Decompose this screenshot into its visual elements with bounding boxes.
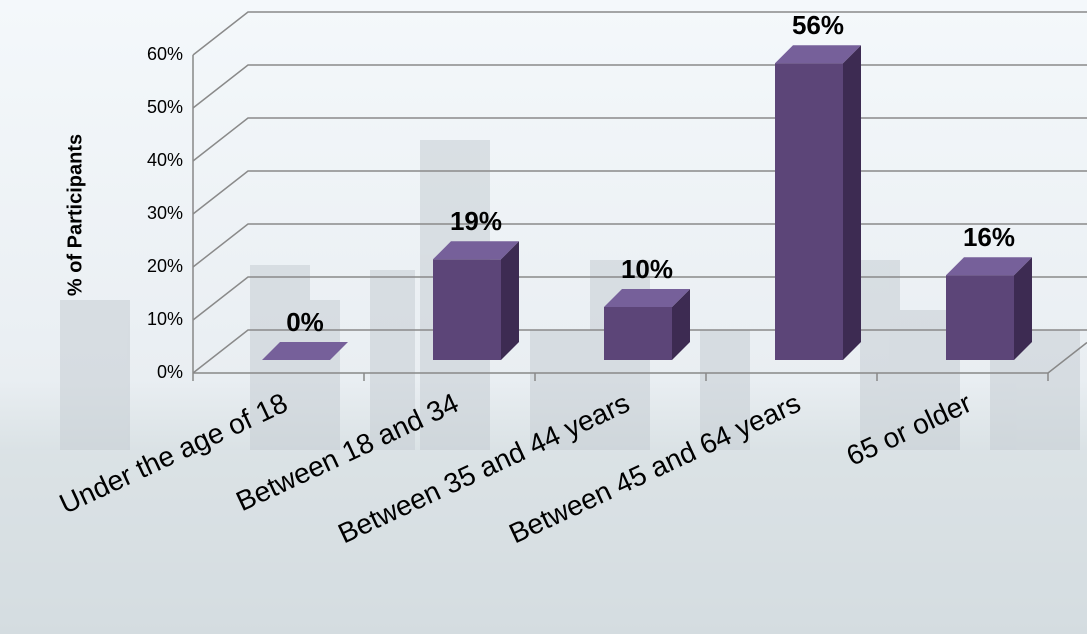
y-tick-label: 10% [147,309,183,329]
bar [433,259,501,360]
value-label: 10% [621,254,673,284]
bar-top [604,289,690,307]
value-label: 16% [963,222,1015,252]
bar [604,307,672,360]
bar-side [672,289,690,360]
y-tick-label: 50% [147,97,183,117]
bar-group [775,45,861,360]
y-tick-label: 30% [147,203,183,223]
y-axis-label: % of Participants [64,134,86,296]
bar-side [1014,257,1032,360]
bar-top [433,241,519,260]
bar-side [501,241,519,360]
grid-line [192,11,1087,56]
y-tick-label: 60% [147,44,183,64]
bar-group [946,257,1032,360]
y-tick-label: 0% [157,362,183,382]
y-tick-label: 20% [147,256,183,276]
bar-group [433,241,519,360]
value-label: 56% [792,10,844,40]
bar [946,275,1014,360]
value-label: 0% [286,307,324,337]
bar-top [775,45,861,64]
bar-top [262,342,348,360]
bar-side [843,45,861,360]
bar [775,63,843,360]
y-tick-label: 40% [147,150,183,170]
water [0,450,1087,634]
value-label: 19% [450,206,502,236]
bar-group [604,289,690,360]
bar-top [946,257,1032,276]
bar-group [262,342,348,360]
